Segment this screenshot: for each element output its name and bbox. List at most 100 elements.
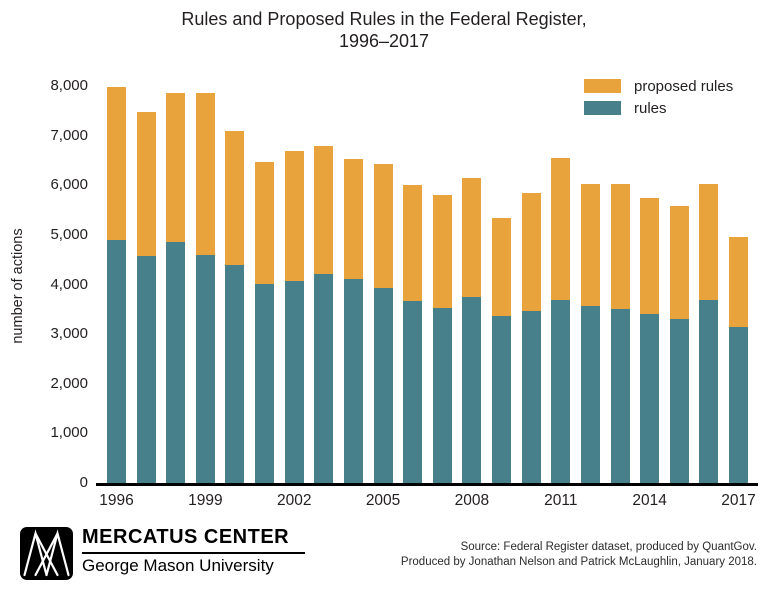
- y-tick-label-7000: 7,000: [50, 126, 88, 144]
- bar-segment-proposed-rules-2010: [521, 193, 541, 311]
- legend-item-proposed-rules: proposed rules: [584, 75, 733, 97]
- chart-title-line1: Rules and Proposed Rules in the Federal …: [181, 9, 587, 29]
- bar-segment-proposed-rules-2004: [343, 159, 363, 280]
- logo-divider: [82, 552, 305, 554]
- bar-segment-rules-1999: [195, 254, 215, 483]
- bar-segment-proposed-rules-2005: [373, 164, 393, 289]
- footer: MERCATUS CENTER George Mason University …: [0, 524, 768, 592]
- bar-2002: [284, 150, 304, 483]
- bar-2003: [314, 146, 334, 483]
- mercatus-logo-icon: [20, 527, 73, 585]
- bar-2014: [640, 198, 660, 483]
- legend-swatch-proposed-rules-icon: [584, 79, 621, 93]
- bar-segment-rules-1998: [166, 242, 186, 483]
- source-text: Source: Federal Register dataset, produc…: [401, 540, 757, 570]
- y-tick-label-5000: 5,000: [50, 225, 88, 243]
- bar-1999: [195, 93, 215, 483]
- bar-segment-proposed-rules-2017: [729, 237, 748, 327]
- source-line2: Produced by Jonathan Nelson and Patrick …: [400, 556, 757, 568]
- bar-segment-rules-2001: [255, 283, 275, 483]
- bar-segment-rules-2005: [373, 288, 393, 483]
- bar-1996: [107, 87, 126, 483]
- y-tick-label-0: 0: [79, 474, 88, 491]
- bar-segment-rules-2007: [432, 307, 452, 483]
- bar-segment-rules-2002: [284, 280, 304, 483]
- bar-segment-proposed-rules-2002: [284, 150, 304, 281]
- bar-1998: [166, 92, 186, 483]
- bar-2009: [492, 217, 512, 483]
- bar-segment-proposed-rules-1997: [136, 112, 156, 256]
- chart-title: Rules and Proposed Rules in the Federal …: [0, 8, 768, 52]
- bar-segment-proposed-rules-2015: [669, 206, 689, 320]
- bar-2006: [403, 185, 423, 483]
- logo-text-block: MERCATUS CENTER George Mason University: [82, 526, 322, 576]
- bar-segment-proposed-rules-2003: [314, 146, 334, 275]
- bar-segment-proposed-rules-2013: [610, 183, 630, 309]
- legend: proposed rules rules: [584, 75, 733, 119]
- bar-segment-proposed-rules-2011: [551, 157, 571, 300]
- bar-segment-proposed-rules-1996: [107, 87, 126, 241]
- bar-2017: [729, 237, 748, 483]
- bar-1997: [136, 112, 156, 483]
- bar-segment-rules-2017: [729, 326, 748, 483]
- bar-2008: [462, 177, 482, 483]
- bar-2016: [699, 184, 719, 483]
- bar-segment-rules-2008: [462, 296, 482, 483]
- bar-segment-proposed-rules-2001: [255, 161, 275, 284]
- bar-segment-proposed-rules-2009: [492, 217, 512, 316]
- logo-subtitle: George Mason University: [82, 556, 274, 575]
- bar-2011: [551, 157, 571, 483]
- bar-segment-rules-2011: [551, 299, 571, 483]
- logo-title: MERCATUS CENTER: [82, 526, 290, 548]
- bar-segment-rules-1996: [107, 240, 126, 483]
- y-tick-label-6000: 6,000: [50, 176, 88, 194]
- plot-area: [98, 86, 757, 483]
- x-tick-label-1999: 1999: [188, 492, 223, 509]
- bar-segment-rules-2016: [699, 299, 719, 483]
- bar-segment-rules-2000: [225, 264, 245, 483]
- bar-segment-proposed-rules-1999: [195, 93, 215, 255]
- bar-2004: [343, 159, 363, 483]
- bar-segment-rules-2015: [669, 319, 689, 483]
- y-tick-label-8000: 8,000: [50, 77, 88, 94]
- bar-segment-proposed-rules-1998: [166, 92, 186, 243]
- bar-segment-rules-2003: [314, 274, 334, 483]
- bar-segment-proposed-rules-2000: [225, 131, 245, 265]
- bar-segment-proposed-rules-2008: [462, 177, 482, 297]
- bar-segment-rules-1997: [136, 255, 156, 483]
- y-tick-label-1000: 1,000: [50, 424, 88, 442]
- y-tick-label-4000: 4,000: [50, 275, 88, 293]
- legend-label-proposed-rules: proposed rules: [634, 77, 734, 95]
- bar-2012: [580, 183, 600, 483]
- x-tick-label-1996: 1996: [99, 492, 134, 509]
- legend-swatch-rules-icon: [584, 101, 621, 115]
- bar-segment-rules-2012: [580, 306, 600, 483]
- bar-segment-rules-2013: [610, 308, 630, 483]
- y-tick-label-2000: 2,000: [50, 374, 88, 392]
- bar-segment-proposed-rules-2012: [580, 183, 600, 307]
- x-tick-label-2002: 2002: [276, 492, 312, 509]
- legend-item-rules: rules: [584, 97, 733, 119]
- bar-segment-rules-2014: [640, 314, 660, 483]
- bar-2007: [432, 194, 452, 483]
- source-line1: Source: Federal Register dataset, produc…: [460, 541, 757, 553]
- bar-segment-proposed-rules-2016: [699, 184, 719, 300]
- x-tick-label-2017: 2017: [721, 492, 756, 509]
- bar-segment-rules-2009: [492, 315, 512, 483]
- bar-segment-rules-2006: [403, 301, 423, 483]
- x-tick-label-2005: 2005: [365, 492, 401, 509]
- bar-segment-rules-2010: [521, 310, 541, 483]
- x-tick-label-2011: 2011: [544, 492, 578, 509]
- bar-segment-proposed-rules-2014: [640, 198, 660, 315]
- legend-label-rules: rules: [634, 99, 667, 117]
- bar-segment-rules-2004: [343, 279, 363, 483]
- y-tick-label-3000: 3,000: [50, 325, 88, 343]
- bar-2000: [225, 131, 245, 483]
- bar-2015: [669, 206, 689, 483]
- bar-2013: [610, 183, 630, 483]
- bar-2010: [521, 193, 541, 483]
- x-axis-line: [96, 483, 758, 486]
- x-tick-label-2014: 2014: [632, 492, 667, 509]
- bar-segment-proposed-rules-2006: [403, 185, 423, 302]
